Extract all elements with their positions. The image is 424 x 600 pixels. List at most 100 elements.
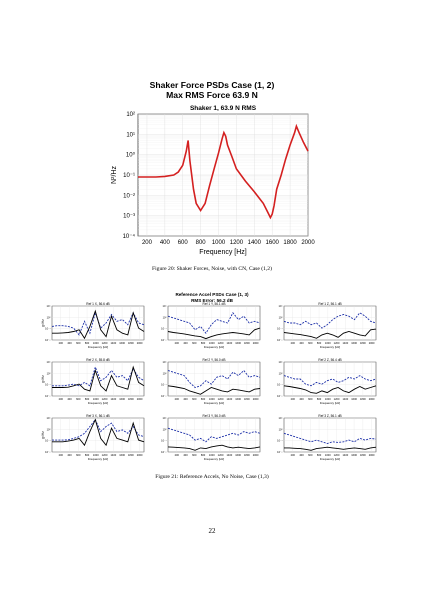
panel-blue-series: [283, 312, 377, 329]
panel-y-tick: 10⁻⁴: [277, 439, 282, 443]
panel-x-tick: 1800: [128, 453, 134, 457]
panel-y-tick: 10⁰: [279, 315, 284, 319]
series-line: [138, 123, 309, 220]
accel-panel: Ref 2 X, 55.8 dB 200 400 600 800 1000 1200 1400…: [41, 358, 145, 405]
panel-y-tick: 10⁻⁴: [161, 439, 166, 443]
panel-y-tick: 10⁻⁴: [161, 327, 166, 331]
accel-panel: Ref 1 X, 56.6 dB 200 400 600 800 1000 1200 1400…: [41, 302, 145, 349]
panel-x-label: Frequency [Hz]: [320, 401, 341, 405]
panel-x-tick: 2000: [369, 341, 375, 345]
panel-y-label: g²/Hz: [41, 319, 45, 327]
panel-blue-series: [167, 427, 261, 443]
panel-x-tick: 800: [317, 397, 322, 401]
panel-y-tick: 10⁻⁸: [277, 338, 282, 342]
panel-x-tick: 1200: [334, 397, 340, 401]
panel-y-tick: 10⁴: [47, 416, 51, 420]
panel-y-tick: 10⁴: [279, 416, 283, 420]
panel-plot-area: [283, 417, 377, 453]
panel-black-series: [284, 446, 377, 451]
panel-x-tick: 400: [183, 397, 188, 401]
panel-x-tick: 200: [291, 453, 296, 457]
panel-x-tick: 200: [175, 453, 180, 457]
y-tick-label: 10⁻²: [123, 193, 135, 199]
page-number: 22: [208, 527, 216, 535]
panel-title: Ref 2 X, 55.8 dB: [86, 358, 109, 362]
panel-y-tick: 10⁴: [163, 304, 167, 308]
figure2-caption: Figure 21: Reference Accels, No Noise, C…: [155, 474, 269, 480]
panel-plot-area: [51, 305, 145, 341]
panel-x-tick: 1000: [325, 453, 331, 457]
panel-x-tick: 1400: [342, 397, 348, 401]
panel-x-tick: 600: [308, 453, 313, 457]
panel-y-tick: 10⁻⁸: [161, 450, 166, 454]
panel-y-tick: 10⁻⁸: [277, 450, 282, 454]
panel-x-tick: 1400: [226, 397, 232, 401]
accel-panel: Ref 1 Y, 56.1 dB 200 400 600 800 1000 1200 1400…: [161, 302, 261, 349]
panel-y-tick: 10⁴: [163, 416, 167, 420]
panel-black-series: [52, 309, 145, 340]
panel-y-tick: 10⁴: [163, 360, 167, 364]
panel-y-tick: 10⁰: [163, 427, 168, 431]
figure2-title: Reference Accel PSDs Case (1, 3): [175, 292, 249, 297]
y-tick-label: 10²: [126, 112, 135, 118]
panel-y-tick: 10⁻⁸: [161, 394, 166, 398]
y-tick-label: 10¹: [126, 132, 135, 138]
figure2-title-block: Reference Accel PSDs Case (1, 3) RMS Err…: [0, 292, 424, 303]
panel-y-tick: 10⁰: [47, 371, 52, 375]
panel-title: Ref 3 X, 56.1 dB: [86, 414, 109, 418]
panel-x-tick: 1000: [325, 397, 331, 401]
panel-blue-series: [167, 311, 261, 334]
panel-y-tick: 10⁰: [163, 315, 168, 319]
panel-x-tick: 1400: [342, 341, 348, 345]
figure2-subtitle: RMS Error: 56.2 dB: [191, 297, 233, 303]
panel-x-tick: 2000: [369, 397, 375, 401]
panel-x-label: Frequency [Hz]: [204, 401, 225, 405]
panel-title: Ref 3 Y, 56.0 dB: [203, 414, 226, 418]
panel-x-tick: 200: [175, 397, 180, 401]
panel-x-tick: 1200: [102, 341, 108, 345]
panel-x-label: Frequency [Hz]: [204, 345, 225, 349]
panel-y-tick: 10⁴: [279, 304, 283, 308]
panel-x-tick: 1000: [325, 341, 331, 345]
panel-x-label: Frequency [Hz]: [204, 457, 225, 461]
panel-x-tick: 1400: [226, 453, 232, 457]
x-tick-label: 1600: [266, 240, 280, 246]
panel-x-tick: 1800: [244, 397, 250, 401]
panel-x-tick: 200: [175, 341, 180, 345]
panel-y-tick: 10⁴: [47, 304, 51, 308]
accel-panel: Ref 3 Z, 56.1 dB 200 400 600 800 1000 1200 1400…: [277, 414, 377, 461]
panel-x-tick: 1800: [360, 341, 366, 345]
panel-y-tick: 10⁴: [279, 360, 283, 364]
panel-y-tick: 10⁴: [47, 360, 51, 364]
shaker-force-psd-chart: Shaker 1, 63.9 N RMS 200 400 600 800 1000 1200…: [111, 105, 315, 256]
panel-x-tick: 400: [299, 341, 304, 345]
panel-x-tick: 200: [291, 341, 296, 345]
panel-x-tick: 200: [291, 397, 296, 401]
panel-x-tick: 1200: [334, 453, 340, 457]
panel-x-tick: 400: [183, 341, 188, 345]
panel-y-tick: 10⁻⁸: [161, 338, 166, 342]
figure1-title: Shaker Force PSDs Case (1, 2): [149, 80, 275, 90]
panel-x-tick: 1200: [102, 453, 108, 457]
panel-plot-area: [167, 361, 261, 397]
panel-x-tick: 2000: [369, 453, 375, 457]
figure1-caption: Figure 20: Shaker Forces, Noise, with CN…: [152, 266, 272, 272]
panel-y-label: g²/Hz: [41, 375, 45, 383]
panel-x-tick: 400: [67, 397, 72, 401]
panel-title: Ref 2 Z, 56.4 dB: [318, 358, 341, 362]
panel-x-tick: 1400: [342, 453, 348, 457]
panel-y-tick: 10⁻⁴: [45, 439, 50, 443]
panel-x-tick: 1000: [93, 341, 99, 345]
panel-x-tick: 2000: [137, 453, 143, 457]
panel-x-tick: 1000: [93, 397, 99, 401]
panel-x-tick: 1200: [102, 397, 108, 401]
panel-x-tick: 200: [59, 453, 64, 457]
panel-x-tick: 800: [201, 397, 206, 401]
panel-title: Ref 3 Z, 56.1 dB: [318, 414, 341, 418]
panel-blue-series: [52, 418, 145, 441]
panel-x-tick: 800: [85, 453, 90, 457]
panel-x-tick: 1400: [110, 453, 116, 457]
panel-black-series: [52, 365, 145, 392]
panel-x-label: Frequency [Hz]: [88, 457, 109, 461]
panel-x-label: Frequency [Hz]: [88, 345, 109, 349]
